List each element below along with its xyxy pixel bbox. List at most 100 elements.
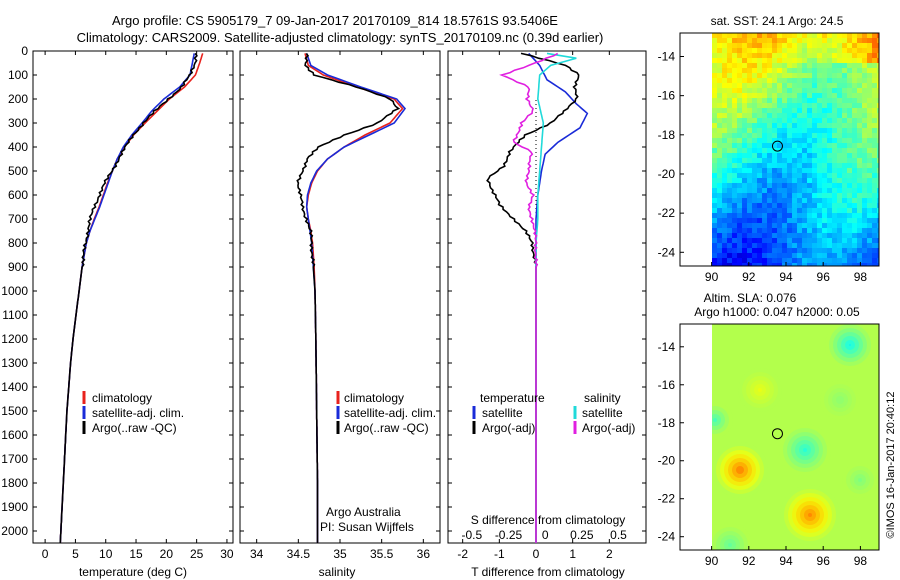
sst-cell (712, 73, 717, 78)
sst-cell (792, 58, 797, 63)
sst-cell (787, 173, 792, 178)
sst-cell (772, 258, 777, 263)
sst-cell (727, 108, 732, 113)
sst-cell (842, 148, 847, 153)
sst-cell (782, 58, 787, 63)
sst-cell (812, 43, 817, 48)
sst-cell (722, 253, 727, 258)
sst-cell (812, 88, 817, 93)
sst-cell (732, 143, 737, 148)
depth-tick-label: 0 (21, 44, 28, 58)
depth-tick-label: 1700 (1, 452, 28, 466)
sst-cell (772, 128, 777, 133)
sst-cell (842, 78, 847, 83)
sst-cell (827, 108, 832, 113)
sst-cell (797, 243, 802, 248)
sst-cell (717, 148, 722, 153)
sst-cell (847, 243, 852, 248)
sst-cell (877, 128, 879, 133)
sst-cell (872, 73, 877, 78)
sst-cell (822, 208, 827, 213)
sst-cell (802, 53, 807, 58)
sst-cell (712, 168, 717, 173)
sst-cell (822, 108, 827, 113)
sst-cell (792, 138, 797, 143)
sst-cell (807, 208, 812, 213)
sst-cell (797, 33, 802, 38)
sst-cell (727, 208, 732, 213)
sst-cell (787, 103, 792, 108)
sst-cell (737, 123, 742, 128)
sst-cell (852, 88, 857, 93)
sst-cell (822, 263, 827, 266)
sst-cell (857, 233, 862, 238)
sst-cell (737, 133, 742, 138)
x-tick-label: 0 (533, 547, 540, 561)
sst-cell (722, 263, 727, 266)
sst-cell (832, 63, 837, 68)
sst-cell (737, 63, 742, 68)
sst-cell (852, 73, 857, 78)
sst-cell (767, 118, 772, 123)
sst-cell (802, 88, 807, 93)
sst-cell (827, 98, 832, 103)
sst-cell (802, 228, 807, 233)
sst-cell (787, 148, 792, 153)
sst-cell (772, 73, 777, 78)
sst-cell (762, 58, 767, 63)
sst-cell (802, 243, 807, 248)
sst-cell (857, 243, 862, 248)
sst-cell (727, 258, 732, 263)
difference-legend: temperature salinity satellite Argo(-adj… (472, 391, 635, 435)
sst-cell (742, 228, 747, 233)
s-tick-label: -0.25 (495, 528, 523, 542)
sst-cell (812, 118, 817, 123)
sst-cell (752, 148, 757, 153)
sst-cell (782, 178, 787, 183)
sst-cell (807, 73, 812, 78)
sst-cell (782, 68, 787, 73)
depth-tick-label: 1400 (1, 380, 28, 394)
sst-cell (852, 108, 857, 113)
sst-cell (852, 228, 857, 233)
sst-cell (747, 103, 752, 108)
sst-cell (717, 83, 722, 88)
sst-cell (767, 198, 772, 203)
sst-cell (857, 248, 862, 253)
sst-cell (787, 88, 792, 93)
legend-label-argo: Argo(..raw -QC) (92, 421, 177, 435)
sst-cell (742, 198, 747, 203)
sst-cell (837, 33, 842, 38)
sst-cell (767, 143, 772, 148)
sst-cell (747, 248, 752, 253)
sst-cell (757, 128, 762, 133)
s-tick-label: -0.5 (461, 528, 482, 542)
sst-cell (737, 53, 742, 58)
sst-cell (802, 193, 807, 198)
sst-cell (877, 193, 879, 198)
sst-cell (717, 253, 722, 258)
s-difference-label: S difference from climatology (471, 513, 626, 527)
sst-cell (862, 73, 867, 78)
sst-cell (712, 123, 717, 128)
sst-cell (857, 128, 862, 133)
sst-cell (777, 123, 782, 128)
sst-cell (727, 203, 732, 208)
sst-cell (757, 123, 762, 128)
sst-cell (762, 108, 767, 113)
sst-cell (807, 108, 812, 113)
sst-cell (802, 73, 807, 78)
sst-cell (782, 168, 787, 173)
salinity-panel: 34 34.5 35 35.5 36 climatology satellite-adj… (239, 50, 441, 579)
sst-cell (857, 238, 862, 243)
sst-cell (777, 158, 782, 163)
sst-cell (857, 208, 862, 213)
sst-cell (852, 218, 857, 223)
sst-cell (747, 83, 752, 88)
sst-cell (792, 118, 797, 123)
sst-cell (877, 63, 879, 68)
sst-cell (807, 173, 812, 178)
sst-cell (872, 253, 877, 258)
sst-cell (867, 193, 872, 198)
sst-cell (867, 173, 872, 178)
